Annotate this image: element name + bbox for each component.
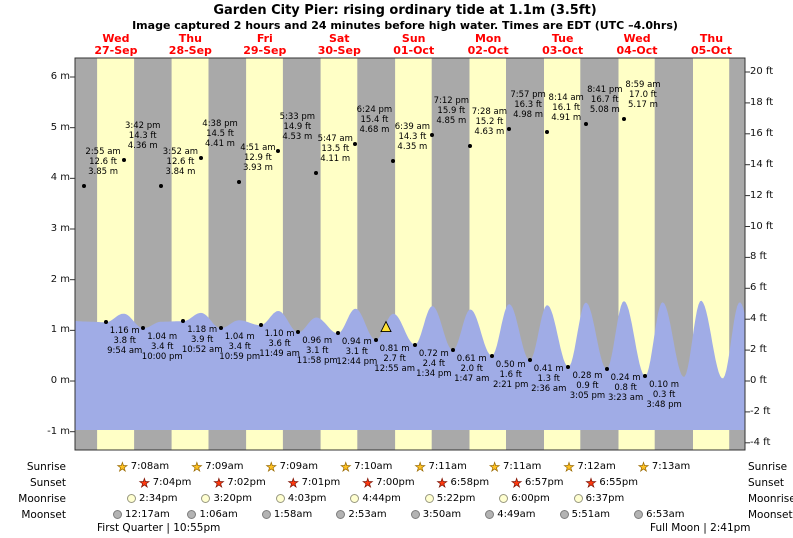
plot-border (74, 57, 746, 451)
sunrise-row-label-left: Sunrise (26, 461, 66, 473)
chart-title: Garden City Pier: rising ordinary tide a… (213, 3, 597, 18)
moonrise-row-label-left: Moonrise (18, 493, 66, 505)
chart-subtitle: Image captured 2 hours and 24 minutes be… (132, 19, 678, 32)
current-time-marker (380, 320, 392, 333)
moonrise-row-label-right: Moonrise (748, 493, 793, 505)
moonset-row-label-right: Moonset (748, 509, 793, 521)
sunset-row-label-right: Sunset (748, 477, 785, 489)
sunset-row-label-left: Sunset (29, 477, 66, 489)
moonset-row-label-left: Moonset (21, 509, 66, 521)
sunrise-row-label-right: Sunrise (748, 461, 788, 473)
tide-curve (75, 300, 745, 430)
full-moon-text: Full Moon | 2:41pm (650, 522, 751, 534)
first-quarter-moon-text: First Quarter | 10:55pm (97, 522, 221, 534)
